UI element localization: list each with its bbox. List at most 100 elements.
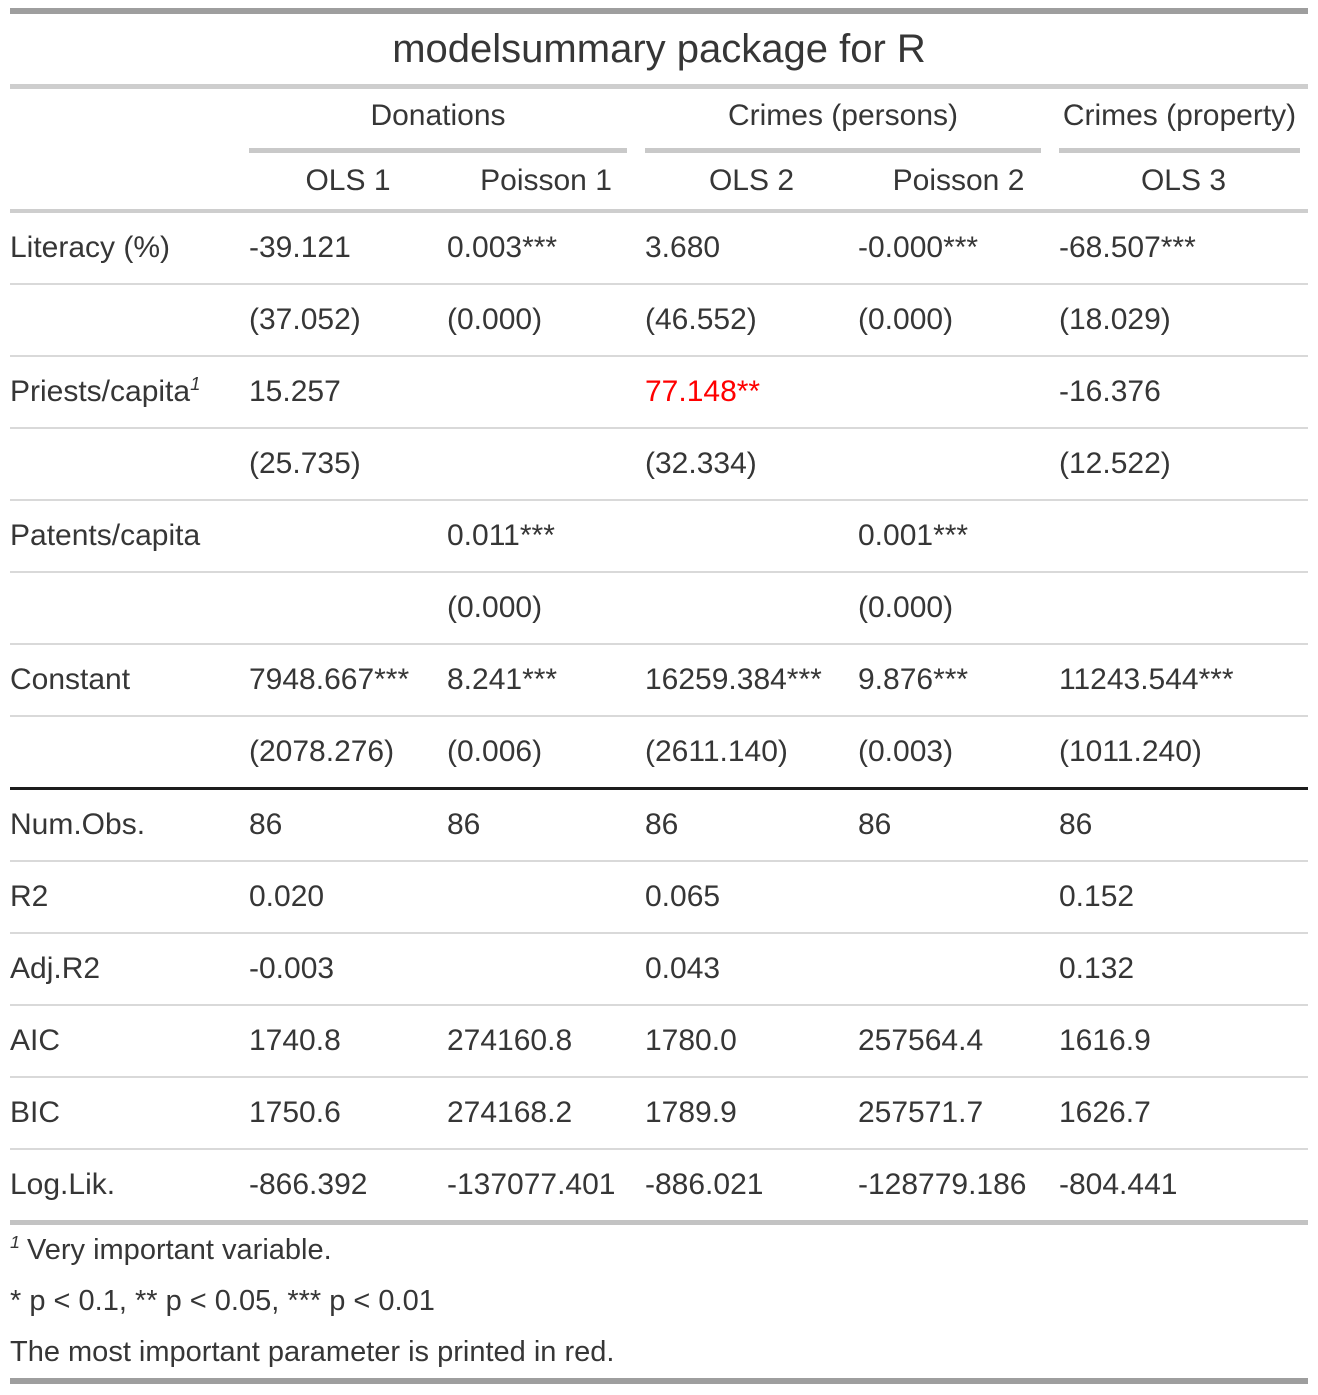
value-cell: (0.000) (858, 572, 1059, 645)
table-row: BIC 1750.6 274168.2 1789.9 257571.7 1626.7 (10, 1077, 1309, 1150)
value-cell (645, 572, 858, 645)
value-cell: 257564.4 (858, 1005, 1059, 1078)
value-cell (447, 356, 645, 429)
value-cell: (2078.276) (249, 716, 447, 790)
value-cell: 274160.8 (447, 1005, 645, 1078)
value-cell: -39.121 (249, 211, 447, 285)
value-cell: (37.052) (249, 284, 447, 357)
row-label-superscript: 1 (190, 373, 201, 394)
model-header-ols1: OLS 1 (249, 153, 447, 213)
value-cell (447, 933, 645, 1006)
row-label: Log.Lik. (10, 1149, 249, 1225)
value-cell: (18.029) (1059, 284, 1309, 357)
footnote-text: Very important variable. (27, 1234, 332, 1266)
value-cell: (1011.240) (1059, 716, 1309, 790)
value-cell: 1789.9 (645, 1077, 858, 1150)
value-cell: (2611.140) (645, 716, 858, 790)
value-cell (645, 500, 858, 573)
value-cell: 77.148** (645, 356, 858, 429)
statistics-section: Num.Obs. 86 86 86 86 86 R2 0.020 0.065 0.152 Adj.R… (10, 788, 1309, 1225)
value-cell: 0.020 (249, 861, 447, 934)
value-cell: 7948.667*** (249, 644, 447, 717)
row-label: Adj.R2 (10, 933, 249, 1006)
value-cell: 0.043 (645, 933, 858, 1006)
value-cell: 1750.6 (249, 1077, 447, 1150)
value-cell: -0.003 (249, 933, 447, 1006)
value-cell: -866.392 (249, 1149, 447, 1225)
column-group-donations: Donations (249, 87, 645, 153)
model-header-poisson2: Poisson 2 (858, 153, 1059, 213)
footnote-red-parameter: The most important parameter is printed … (10, 1336, 615, 1368)
table-row: (37.052) (0.000) (46.552) (0.000) (18.029) (10, 284, 1309, 357)
model-header-ols3: OLS 3 (1059, 153, 1309, 213)
table-row: Constant 7948.667*** 8.241*** 16259.384*** 9… (10, 644, 1309, 717)
value-cell: (32.334) (645, 428, 858, 501)
footnote-row: 1 Very important variable. (10, 1223, 1308, 1277)
table-row: Adj.R2 -0.003 0.043 0.132 (10, 933, 1309, 1006)
row-label: Priests/capita1 (10, 356, 249, 429)
value-cell (447, 428, 645, 501)
row-label: Patents/capita (10, 500, 249, 573)
row-label (10, 572, 249, 645)
footnote-row: The most important parameter is printed … (10, 1327, 1308, 1381)
value-cell: 86 (858, 788, 1059, 862)
value-cell (858, 428, 1059, 501)
row-label: R2 (10, 861, 249, 934)
footnotes-section: 1 Very important variable. * p < 0.1, ** … (10, 1223, 1308, 1382)
value-cell: 86 (249, 788, 447, 862)
footnote-row: * p < 0.1, ** p < 0.05, *** p < 0.01 (10, 1276, 1308, 1327)
value-cell: 0.065 (645, 861, 858, 934)
value-cell: (0.003) (858, 716, 1059, 790)
value-cell (858, 356, 1059, 429)
model-header-ols2: OLS 2 (645, 153, 858, 213)
table-row: R2 0.020 0.065 0.152 (10, 861, 1309, 934)
value-cell: -68.507*** (1059, 211, 1309, 285)
row-label: Constant (10, 644, 249, 717)
table-row: (2078.276) (0.006) (2611.140) (0.003) (1011.… (10, 716, 1309, 790)
row-label: BIC (10, 1077, 249, 1150)
column-group-row: Donations Crimes (persons) Crimes (prope… (10, 87, 1308, 154)
column-group-crimes-persons: Crimes (persons) (645, 87, 1059, 153)
value-cell (447, 861, 645, 934)
value-cell: 0.003*** (447, 211, 645, 285)
row-label: Num.Obs. (10, 788, 249, 862)
table-row: (0.000) (0.000) (10, 572, 1309, 645)
value-cell: 257571.7 (858, 1077, 1059, 1150)
value-cell: 0.152 (1059, 861, 1309, 934)
table-row: Patents/capita 0.011*** 0.001*** (10, 500, 1309, 573)
value-cell: 1616.9 (1059, 1005, 1309, 1078)
value-cell: 1780.0 (645, 1005, 858, 1078)
table-row: Priests/capita1 15.257 77.148** -16.376 (10, 356, 1309, 429)
value-cell: -0.000*** (858, 211, 1059, 285)
value-cell: -804.441 (1059, 1149, 1309, 1225)
coefficients-section: Literacy (%) -39.121 0.003*** 3.680 -0.000**… (10, 211, 1309, 790)
model-summary-table: modelsummary package for R Donations Cri… (10, 8, 1309, 1384)
column-group-crimes-property: Crimes (property) (1059, 87, 1308, 153)
spanner-spacer (10, 87, 249, 154)
value-cell: 1626.7 (1059, 1077, 1309, 1150)
value-cell (249, 572, 447, 645)
value-cell (249, 500, 447, 573)
value-cell: 86 (447, 788, 645, 862)
value-cell: 86 (645, 788, 858, 862)
table-row: (25.735) (32.334) (12.522) (10, 428, 1309, 501)
row-label (10, 284, 249, 357)
table-title-row: modelsummary package for R (10, 11, 1309, 89)
column-group-label: Crimes (property) (1059, 90, 1301, 153)
value-cell: 3.680 (645, 211, 858, 285)
table-row: Num.Obs. 86 86 86 86 86 (10, 788, 1309, 862)
row-label: Literacy (%) (10, 211, 249, 285)
value-cell: 11243.544*** (1059, 644, 1309, 717)
model-header-spacer (10, 153, 249, 213)
value-cell: 15.257 (249, 356, 447, 429)
value-cell (858, 933, 1059, 1006)
value-cell: 1740.8 (249, 1005, 447, 1078)
value-cell: (25.735) (249, 428, 447, 501)
row-label (10, 716, 249, 790)
value-cell: (12.522) (1059, 428, 1309, 501)
column-group-label: Donations (249, 90, 627, 153)
model-header-row: OLS 1 Poisson 1 OLS 2 Poisson 2 OLS 3 (10, 153, 1309, 213)
value-cell: 8.241*** (447, 644, 645, 717)
footnote-important-variable: 1 Very important variable. (10, 1223, 1308, 1277)
